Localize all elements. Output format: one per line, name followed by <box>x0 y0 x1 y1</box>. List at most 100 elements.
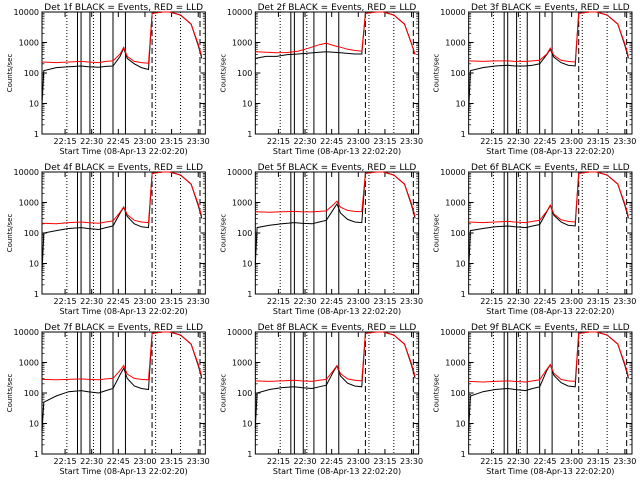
x-tick-label: 23:15 <box>373 137 396 146</box>
x-tick-label: 22:30 <box>80 297 103 306</box>
y-tick-label: 10000 <box>227 168 252 177</box>
chart-title: Det 3f BLACK = Events, RED = LLD <box>471 3 630 13</box>
y-tick-label: 10000 <box>440 8 465 17</box>
y-tick-label: 10 <box>455 260 465 269</box>
x-tick-label: 22:45 <box>320 137 343 146</box>
y-tick-label: 1 <box>247 450 252 459</box>
x-tick-label: 22:45 <box>533 137 556 146</box>
y-tick-label: 10 <box>242 420 252 429</box>
chart-panel: Det 2f BLACK = Events, RED = LLD Counts/s… <box>219 3 423 156</box>
x-axis-label: Start Time (08-Apr-13 22:02:20) <box>60 147 188 156</box>
y-axis-label: Counts/sec <box>433 214 441 253</box>
x-tick-label: 23:15 <box>373 457 396 466</box>
x-tick-label: 22:15 <box>480 137 503 146</box>
events-series-line <box>254 171 416 265</box>
x-tick-label: 23:30 <box>613 457 636 466</box>
y-tick-label: 1 <box>247 290 252 299</box>
x-axis-label: Start Time (08-Apr-13 22:02:20) <box>486 467 614 476</box>
x-tick-label: 22:30 <box>294 297 317 306</box>
y-tick-label: 1 <box>34 290 39 299</box>
x-tick-label: 23:30 <box>187 137 210 146</box>
x-tick-label: 22:30 <box>507 137 530 146</box>
lld-series-line <box>41 331 203 381</box>
y-axis-label: Counts/sec <box>433 54 441 93</box>
lld-series-line <box>255 171 416 217</box>
y-axis-label: Counts/sec <box>6 374 14 413</box>
y-tick-label: 1 <box>247 130 252 139</box>
y-tick-label: 1 <box>461 130 466 139</box>
chart-title: Det 7f BLACK = Events, RED = LLD <box>44 323 203 333</box>
y-tick-label: 1 <box>34 130 39 139</box>
x-axis-label: Start Time (08-Apr-13 22:02:20) <box>273 147 401 156</box>
y-axis-label: Counts/sec <box>433 374 441 413</box>
x-tick-label: 22:15 <box>267 137 290 146</box>
lld-series-line <box>468 171 629 224</box>
y-tick-label: 100 <box>237 229 252 238</box>
y-tick-label: 10 <box>29 100 39 109</box>
chart-panel: Det 1f BLACK = Events, RED = LLD Counts/s… <box>6 3 210 156</box>
y-tick-label: 10 <box>455 100 465 109</box>
x-axis-label: Start Time (08-Apr-13 22:02:20) <box>486 307 614 316</box>
x-tick-label: 22:15 <box>54 457 77 466</box>
y-tick-label: 1000 <box>445 39 465 48</box>
y-tick-label: 10000 <box>14 8 39 17</box>
y-axis-label: Counts/sec <box>219 214 227 253</box>
y-tick-label: 1000 <box>19 199 39 208</box>
x-tick-label: 22:45 <box>320 457 343 466</box>
x-tick-label: 22:15 <box>54 297 77 306</box>
x-axis-label: Start Time (08-Apr-13 22:02:20) <box>273 307 401 316</box>
y-tick-label: 10000 <box>440 168 465 177</box>
y-tick-label: 100 <box>237 69 252 78</box>
x-tick-label: 23:00 <box>347 137 370 146</box>
y-axis-label: Counts/sec <box>219 54 227 93</box>
y-tick-label: 1 <box>461 290 466 299</box>
y-tick-label: 10000 <box>227 8 252 17</box>
y-tick-label: 10 <box>29 420 39 429</box>
x-tick-label: 22:45 <box>107 137 130 146</box>
x-tick-label: 23:15 <box>587 457 610 466</box>
x-tick-label: 22:45 <box>107 457 130 466</box>
chart-panel: Det 8f BLACK = Events, RED = LLD Counts/s… <box>219 323 423 476</box>
y-axis-label: Counts/sec <box>6 214 14 253</box>
y-tick-label: 1 <box>34 450 39 459</box>
y-tick-label: 1000 <box>19 39 39 48</box>
x-axis-label: Start Time (08-Apr-13 22:02:20) <box>273 467 401 476</box>
x-tick-label: 22:45 <box>533 457 556 466</box>
events-series-line <box>41 171 203 273</box>
x-tick-label: 23:30 <box>400 137 423 146</box>
events-series-line <box>254 331 416 429</box>
x-tick-label: 22:30 <box>294 457 317 466</box>
x-tick-label: 22:45 <box>107 297 130 306</box>
chart-title: Det 9f BLACK = Events, RED = LLD <box>471 323 630 333</box>
chart-title: Det 6f BLACK = Events, RED = LLD <box>471 163 630 173</box>
x-tick-label: 23:15 <box>160 297 183 306</box>
y-tick-label: 1000 <box>232 199 252 208</box>
y-tick-label: 100 <box>450 389 465 398</box>
events-series-line <box>41 11 203 105</box>
y-tick-label: 1 <box>461 450 466 459</box>
x-tick-label: 23:00 <box>560 457 583 466</box>
x-tick-label: 23:00 <box>133 457 156 466</box>
x-tick-label: 23:15 <box>160 457 183 466</box>
y-tick-label: 10 <box>29 260 39 269</box>
x-tick-label: 23:00 <box>347 297 370 306</box>
lld-series-line <box>41 11 203 64</box>
y-tick-label: 10 <box>242 260 252 269</box>
y-tick-label: 100 <box>450 69 465 78</box>
x-tick-label: 23:15 <box>587 297 610 306</box>
x-tick-label: 23:15 <box>373 297 396 306</box>
x-tick-label: 23:30 <box>400 457 423 466</box>
x-axis-label: Start Time (08-Apr-13 22:02:20) <box>60 467 188 476</box>
y-tick-label: 100 <box>450 229 465 238</box>
x-tick-label: 23:00 <box>347 457 370 466</box>
x-tick-label: 23:30 <box>613 137 636 146</box>
x-tick-label: 23:15 <box>160 137 183 146</box>
y-axis-label: Counts/sec <box>219 374 227 413</box>
x-tick-label: 23:00 <box>133 297 156 306</box>
y-tick-label: 10 <box>242 100 252 109</box>
x-tick-label: 22:15 <box>267 457 290 466</box>
events-series-line <box>468 171 629 271</box>
lld-series-line <box>41 171 203 225</box>
y-tick-label: 1000 <box>445 359 465 368</box>
